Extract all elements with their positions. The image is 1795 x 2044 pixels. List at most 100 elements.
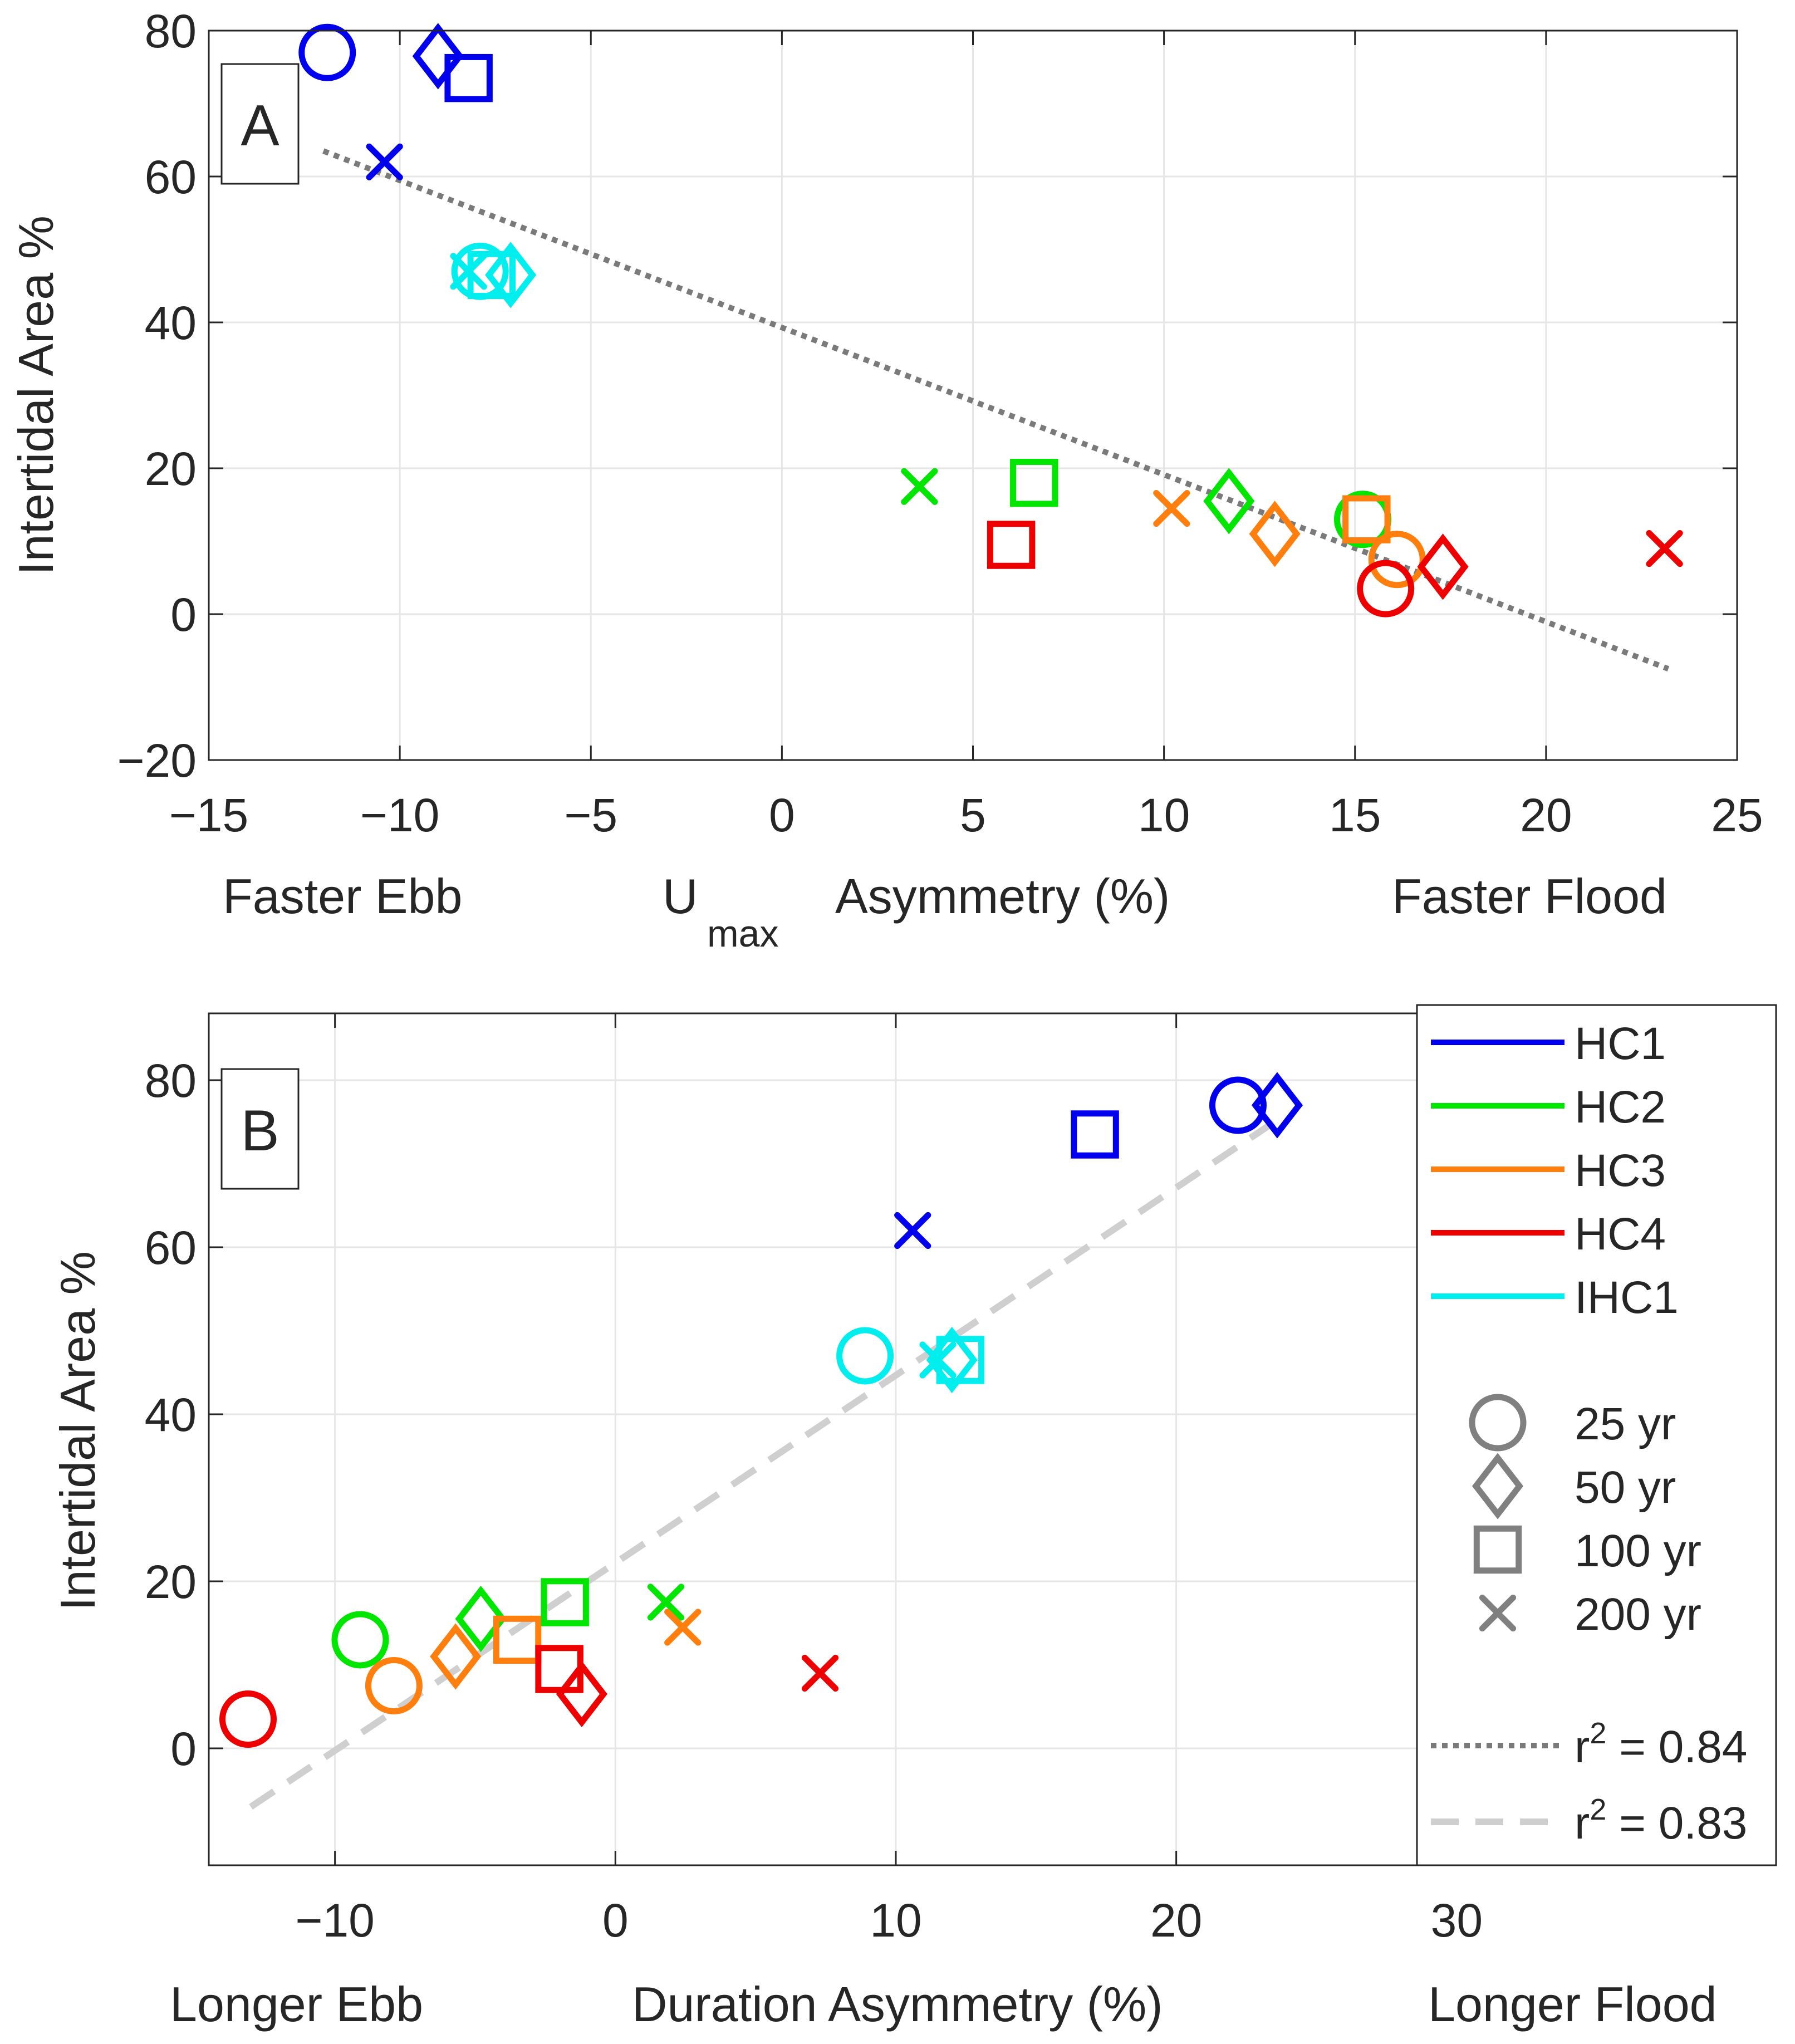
panel-a-point-hc2-square: [1010, 458, 1058, 507]
legend-marker-x: [1479, 1594, 1517, 1632]
panel-b-point-ihc1-square: [936, 1336, 985, 1384]
legend-marker-circle: [1469, 1394, 1527, 1452]
panel-a-xtick-label: 0: [769, 789, 795, 841]
panel-b-ytick-label: 40: [145, 1389, 197, 1441]
panel-b-label: B: [241, 1099, 279, 1163]
panel-b-point-hc3-x: [664, 1609, 702, 1646]
panel-a-point-hc1-diamond: [412, 23, 464, 90]
panel-a-xtick-label: −10: [360, 789, 440, 841]
panel-b-point-hc1-diamond: [1251, 1072, 1303, 1139]
panel-a-point-hc4-circle: [1357, 560, 1415, 617]
panel-a-point-hc2-diamond: [1203, 468, 1255, 535]
legend-marker-square: [1473, 1525, 1522, 1574]
panel-a-xtick-label: 10: [1138, 789, 1190, 841]
panel-a-fit: [322, 148, 1670, 671]
panel-b-point-hc4-diamond: [556, 1660, 607, 1728]
panel-b-point-hc1-square: [1071, 1110, 1119, 1159]
panel-a-ytick-label: 0: [170, 589, 197, 641]
legend-fit-dashed-label: r2 = 0.83: [1575, 1793, 1747, 1849]
legend-label-hc1: HC1: [1575, 1018, 1666, 1069]
panel-a-point-hc1-square: [444, 53, 493, 102]
panel-a-ytick-label: −20: [117, 734, 197, 787]
panel-a-ytick-label: 60: [145, 151, 197, 203]
panel-a-fit-line: [322, 148, 1670, 671]
panel-b-ytick-label: 0: [170, 1723, 197, 1775]
panel-a-xlabel-main: U: [663, 869, 698, 924]
panel-b-point-hc2-circle: [331, 1611, 389, 1669]
panel-b-xlabel-left: Longer Ebb: [170, 1977, 423, 2032]
panel-a-xtick-label: −15: [169, 789, 249, 841]
panel-a-point-hc4-diamond: [1417, 533, 1469, 600]
panel-b-fit-line: [249, 1119, 1277, 1810]
panel-a-point-hc3-circle: [1368, 531, 1426, 589]
panel-a-xtick-label: 25: [1711, 789, 1763, 841]
panel-b-points: [219, 1072, 1303, 1748]
panel-b-ytick-label: 60: [145, 1222, 197, 1274]
legend-label-hc4: HC4: [1575, 1209, 1666, 1259]
panel-b-point-hc2-x: [647, 1584, 685, 1621]
panel-a-point-hc2-x: [901, 468, 938, 505]
panel-b-ylabel: Intertidal Area %: [50, 1251, 105, 1611]
panel-a-label-box: [220, 63, 300, 185]
panel-b-fit: [249, 1119, 1277, 1810]
legend-marker-label-diamond: 50 yr: [1575, 1462, 1676, 1513]
panel-a-xlabel-sub: max: [707, 913, 778, 955]
panel-a-grid: [208, 30, 1738, 761]
panel-b-xtick-label: −10: [295, 1894, 375, 1947]
panel-a-point-hc4-square: [987, 521, 1036, 569]
panel-b-point-hc2-square: [541, 1578, 589, 1626]
panel-b-xtick-label: 0: [602, 1894, 629, 1947]
legend-label-ihc1: IHC1: [1575, 1272, 1679, 1323]
panel-b-xtick-label: 10: [870, 1894, 921, 1947]
panel-b-point-hc4-square: [535, 1645, 583, 1693]
panel-b-point-hc1-x: [894, 1212, 931, 1249]
panel-a-xtick-label: 5: [960, 789, 986, 841]
panel-b-point-hc4-x: [801, 1654, 839, 1692]
panel-a-ytick-label: 80: [145, 5, 197, 57]
panel-a-point-hc4-x: [1646, 530, 1683, 567]
panel-b-xtick-label: 20: [1150, 1894, 1202, 1947]
panel-b-point-hc1-circle: [1209, 1076, 1267, 1134]
panel-b-ticks: −10 0 10 20 30 0 20 40 60 80: [145, 1013, 1737, 1947]
panel-a-point-ihc1-square: [467, 251, 516, 300]
panel-b-point-hc3-diamond: [430, 1623, 482, 1690]
legend-label-hc3: HC3: [1575, 1145, 1666, 1196]
legend-fit-dotted-label: r2 = 0.84: [1575, 1717, 1747, 1772]
legend-marker-label-x: 200 yr: [1575, 1589, 1701, 1640]
panel-a-xtick-label: 15: [1329, 789, 1381, 841]
legend-series: HC1 HC2 HC3 HC4 IHC1: [1431, 1018, 1679, 1323]
panel-a-point-ihc1-diamond: [485, 242, 537, 308]
panel-b-ytick-label: 80: [145, 1055, 197, 1107]
panel-a-ylabel: Intertidal Area %: [8, 215, 63, 575]
panel-b-point-hc3-circle: [365, 1657, 423, 1714]
panel-a-points: [298, 23, 1683, 617]
panel-b-ytick-label: 20: [145, 1556, 197, 1608]
panel-a-point-hc1-circle: [298, 23, 356, 81]
panel-b-xlabel-right: Longer Flood: [1428, 1977, 1717, 2032]
panel-a-point-hc3-x: [1153, 489, 1190, 527]
legend-label-hc2: HC2: [1575, 1082, 1666, 1133]
panel-a-point-hc1-x: [366, 143, 403, 180]
panel-a-xlabel-rest: Asymmetry (%): [835, 869, 1170, 924]
panel-a-point-hc3-diamond: [1249, 501, 1301, 567]
panel-a-xtick-label: −5: [564, 789, 617, 841]
panel-b-point-hc3-square: [493, 1615, 542, 1664]
panel-b-label-box: [220, 1068, 300, 1190]
panel-a-ytick-label: 20: [145, 443, 197, 495]
legend-marker-label-square: 100 yr: [1575, 1526, 1701, 1576]
panel-b-xlabel: Duration Asymmetry (%): [632, 1977, 1163, 2032]
panel-a-label: A: [241, 94, 279, 158]
panel-a-point-hc3-square: [1342, 495, 1391, 543]
panel-a-xtick-label: 20: [1520, 789, 1572, 841]
legend-marker-diamond: [1472, 1453, 1524, 1519]
panel-b-point-ihc1-circle: [836, 1327, 894, 1385]
panel-b-point-hc2-diamond: [455, 1585, 507, 1653]
panel-a-ytick-label: 40: [145, 297, 197, 349]
panel-a: −15 −10 −5 0 5 10 15 20 25 −20 0 20 40 60 80 A Interti…: [8, 5, 1763, 955]
legend-markers: 25 yr 50 yr 100 yr 200 yr: [1469, 1394, 1701, 1640]
panel-a-ticks: −15 −10 −5 0 5 10 15 20 25 −20 0 20 40 60 80: [117, 5, 1763, 841]
panel-b-xtick-label: 30: [1431, 1894, 1483, 1947]
